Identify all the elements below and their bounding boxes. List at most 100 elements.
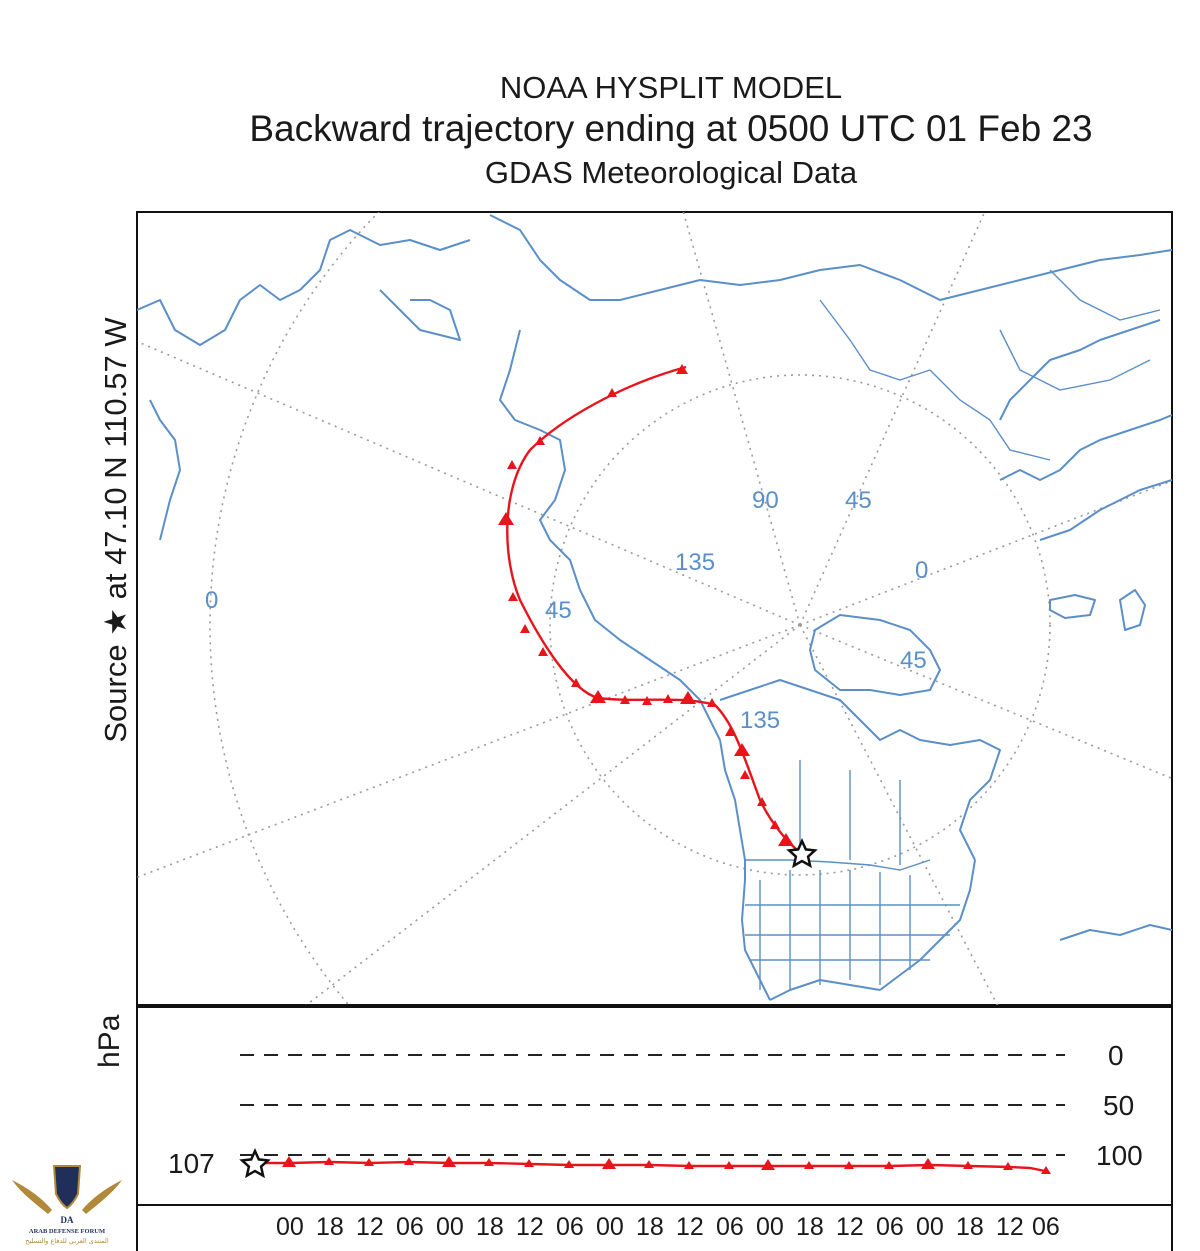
v-marker	[804, 1161, 814, 1169]
trajectory-markers	[498, 364, 794, 846]
time-tick: 06	[876, 1213, 904, 1241]
v-marker	[1041, 1166, 1051, 1174]
vertical-markers	[282, 1156, 1051, 1174]
level-lines	[240, 1054, 1065, 1156]
traj-marker	[707, 698, 717, 707]
coast-scandinavia	[999, 319, 1161, 421]
coast-siberia-north	[489, 214, 1172, 301]
source-star-map	[786, 837, 818, 869]
grid-label-90: 90	[752, 487, 779, 514]
logo-text-en: ARAB DEFENSE FORUM	[29, 1228, 105, 1235]
traj-marker	[676, 364, 688, 374]
start-level-value: 107	[168, 1148, 215, 1179]
title-line-2: Backward trajectory ending at 0500 UTC 0…	[249, 108, 1093, 149]
v-marker	[404, 1157, 414, 1165]
title-line-3: GDAS Meteorological Data	[484, 155, 858, 190]
grid-label-45-west: 45	[545, 597, 572, 624]
coast-kamchatka	[379, 289, 461, 341]
logo-wing-left	[12, 1180, 52, 1214]
time-tick: 12	[676, 1213, 704, 1241]
coast-arctic-islands	[719, 679, 1001, 861]
level-label-50: 50	[1103, 1090, 1135, 1121]
v-marker	[484, 1158, 494, 1166]
traj-marker	[538, 647, 548, 656]
grid-label-135-north: 135	[675, 549, 715, 576]
traj-marker	[507, 460, 517, 469]
borders	[745, 269, 1161, 990]
grid-label-0-west: 0	[205, 587, 218, 614]
logo-wing-right	[82, 1180, 122, 1214]
meridian-7	[305, 624, 801, 1005]
v-marker-large	[282, 1156, 296, 1167]
time-tick: 00	[916, 1213, 944, 1241]
title-line-1: NOAA HYSPLIT MODEL	[499, 70, 843, 105]
traj-marker	[757, 797, 767, 806]
coastlines	[137, 214, 1172, 1001]
v-marker-large	[602, 1158, 616, 1169]
time-tick: 06	[716, 1213, 744, 1241]
traj-marker	[770, 820, 780, 829]
traj-marker	[520, 624, 530, 633]
time-tick: 00	[276, 1213, 304, 1241]
time-tick: 12	[996, 1213, 1024, 1241]
source-star-vertical	[239, 1147, 271, 1179]
grid-label-45-east: 45	[900, 647, 927, 674]
coast-east-asia	[137, 229, 471, 346]
coast-greenland	[809, 614, 941, 696]
grid-labels: 0 90 45 135 0 45 45 135	[205, 487, 928, 734]
v-marker	[884, 1161, 894, 1169]
traj-marker	[663, 694, 673, 703]
time-tick: 00	[756, 1213, 784, 1241]
time-tick: 06	[556, 1213, 584, 1241]
border-canada	[745, 859, 931, 871]
grid-label-0-east: 0	[915, 557, 928, 584]
v-marker	[684, 1161, 694, 1169]
v-marker	[524, 1159, 534, 1167]
coast-bc-west	[719, 739, 746, 880]
v-marker-large	[761, 1159, 775, 1170]
border-asia-4	[1049, 269, 1161, 321]
grid-lines	[137, 212, 1172, 1005]
border-asia-1	[819, 299, 931, 381]
map-frame	[136, 211, 1173, 1006]
coast-japan	[149, 399, 181, 541]
traj-marker-large	[498, 512, 514, 525]
border-asia-2	[929, 369, 1051, 461]
traj-marker-large	[590, 690, 606, 703]
time-tick: 12	[356, 1213, 384, 1241]
time-tick: 18	[476, 1213, 504, 1241]
v-marker	[724, 1161, 734, 1169]
level-label-100: 100	[1096, 1140, 1143, 1171]
grid-circle-mid	[549, 374, 1051, 876]
time-tick: 00	[436, 1213, 464, 1241]
grid-label-45-north: 45	[845, 487, 872, 514]
v-marker	[963, 1161, 973, 1169]
traj-marker	[571, 678, 581, 687]
traj-marker	[607, 388, 617, 397]
time-tick: 06	[1032, 1213, 1060, 1241]
map-area: 0 90 45 135 0 45 45 135	[137, 212, 1172, 1005]
grid-label-135-south: 135	[740, 707, 780, 734]
time-tick: 18	[316, 1213, 344, 1241]
time-tick: 18	[956, 1213, 984, 1241]
border-asia-3	[999, 329, 1151, 391]
meridian-2	[137, 624, 801, 879]
traj-marker-large	[734, 743, 750, 756]
vertical-trajectory-path	[256, 1160, 1046, 1173]
level-label-0: 0	[1108, 1040, 1124, 1071]
meridian-4	[799, 212, 986, 626]
time-tick: 18	[796, 1213, 824, 1241]
traj-marker	[620, 695, 630, 704]
v-marker	[364, 1158, 374, 1166]
arab-defense-forum-logo: DA ARAB DEFENSE FORUM المنتدى العربي للد…	[12, 1165, 122, 1245]
coast-uk	[1119, 589, 1146, 631]
traj-marker-large	[778, 833, 794, 846]
coast-iceland	[1049, 594, 1096, 619]
v-marker	[644, 1160, 654, 1168]
v-marker	[564, 1160, 574, 1168]
logo-shield	[52, 1165, 82, 1210]
v-marker	[844, 1161, 854, 1169]
time-tick: 12	[836, 1213, 864, 1241]
vertical-trajectory	[239, 1147, 1051, 1179]
